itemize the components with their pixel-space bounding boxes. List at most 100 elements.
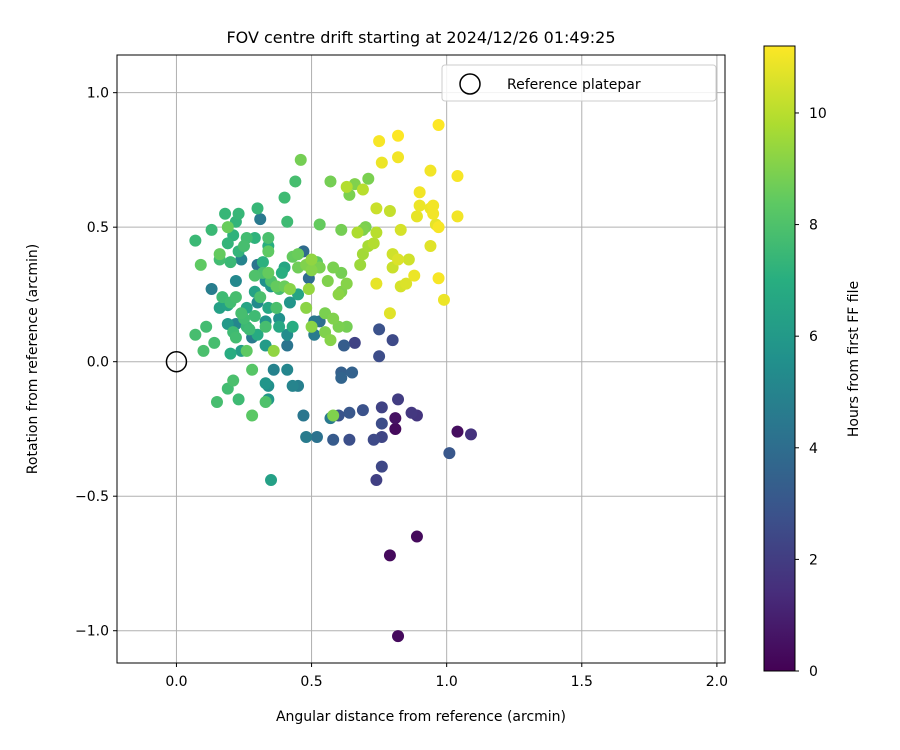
data-point	[389, 412, 402, 425]
data-point	[283, 296, 296, 309]
data-point	[432, 272, 445, 285]
y-axis-label: Rotation from reference (arcmin)	[25, 244, 41, 474]
data-point	[375, 460, 388, 473]
data-point	[410, 530, 423, 543]
colorbar-label: Hours from first FF file	[846, 281, 862, 437]
data-point	[300, 431, 313, 444]
data-point	[238, 240, 251, 253]
data-point	[297, 409, 310, 422]
data-point	[327, 433, 340, 446]
data-point	[408, 269, 421, 282]
data-point	[259, 320, 272, 333]
data-point	[262, 245, 275, 258]
data-point	[451, 425, 464, 438]
data-point	[219, 207, 232, 220]
data-point	[451, 210, 464, 223]
data-point	[402, 253, 415, 266]
data-point	[451, 170, 464, 183]
data-point	[259, 396, 272, 409]
x-tick-label: 0.0	[165, 674, 187, 690]
data-point	[375, 401, 388, 414]
data-point	[370, 474, 383, 487]
data-point	[286, 320, 299, 333]
data-point	[354, 258, 367, 271]
data-point	[256, 256, 269, 269]
x-axis-label: Angular distance from reference (arcmin)	[276, 709, 566, 725]
data-point	[313, 218, 326, 231]
data-point	[405, 406, 418, 419]
data-point	[370, 277, 383, 290]
data-point	[335, 371, 348, 384]
data-point	[383, 549, 396, 562]
data-point	[424, 240, 437, 253]
data-point	[243, 323, 256, 336]
data-point	[343, 433, 356, 446]
data-point	[332, 288, 345, 301]
data-point	[321, 274, 334, 287]
data-point	[240, 344, 253, 357]
data-point	[413, 186, 426, 199]
data-point	[278, 191, 291, 204]
data-point	[389, 422, 402, 435]
data-point	[346, 366, 359, 379]
data-point	[267, 363, 280, 376]
x-tick-label: 0.5	[300, 674, 322, 690]
data-point	[370, 202, 383, 215]
data-point	[424, 164, 437, 177]
y-tick-label: −0.5	[75, 489, 109, 505]
data-point	[235, 307, 248, 320]
data-point	[224, 347, 237, 360]
data-point	[221, 221, 234, 234]
plot-frame	[116, 54, 726, 664]
data-point	[254, 291, 267, 304]
data-point	[205, 223, 218, 236]
data-point	[229, 291, 242, 304]
data-point	[305, 253, 318, 266]
data-point	[232, 393, 245, 406]
chart-title: FOV centre drift starting at 2024/12/26 …	[226, 28, 615, 47]
y-tick-label: 0.0	[87, 355, 109, 371]
data-point	[337, 339, 350, 352]
colorbar-tick-label: 4	[809, 441, 818, 457]
data-point	[367, 433, 380, 446]
data-point	[273, 320, 286, 333]
colorbar-tick-label: 10	[809, 106, 827, 122]
data-point	[373, 350, 386, 363]
data-point	[356, 404, 369, 417]
data-point	[281, 363, 294, 376]
data-point	[229, 331, 242, 344]
data-point	[246, 409, 259, 422]
data-point	[262, 266, 275, 279]
reference-platepar-marker	[165, 350, 188, 373]
data-point	[392, 393, 405, 406]
data-point	[386, 334, 399, 347]
data-point	[437, 293, 450, 306]
data-point	[197, 344, 210, 357]
data-point	[340, 277, 353, 290]
colorbar-tick-label: 2	[809, 552, 818, 568]
data-point	[367, 237, 380, 250]
data-point	[310, 431, 323, 444]
data-point	[200, 320, 213, 333]
data-point	[259, 377, 272, 390]
data-point	[392, 253, 405, 266]
data-point	[265, 474, 278, 487]
data-point	[413, 199, 426, 212]
data-point	[351, 226, 364, 239]
data-point	[286, 379, 299, 392]
data-point	[294, 153, 307, 166]
scatter-points	[189, 118, 477, 643]
legend-label: Reference platepar	[507, 77, 641, 93]
data-point	[335, 223, 348, 236]
data-point	[464, 428, 477, 441]
x-tick-label: 1.5	[571, 674, 593, 690]
data-point	[248, 309, 261, 322]
colorbar-tick-label: 6	[809, 329, 818, 345]
axis-ticks: 0.0 0.5 1.0 1.5 2.0 −1.0 −0.5 0.0 0.5 1.0	[75, 86, 728, 690]
data-point	[189, 328, 202, 341]
data-point	[227, 374, 240, 387]
data-point	[205, 283, 218, 296]
colorbar-tick-label: 8	[809, 218, 818, 234]
data-point	[189, 234, 202, 247]
